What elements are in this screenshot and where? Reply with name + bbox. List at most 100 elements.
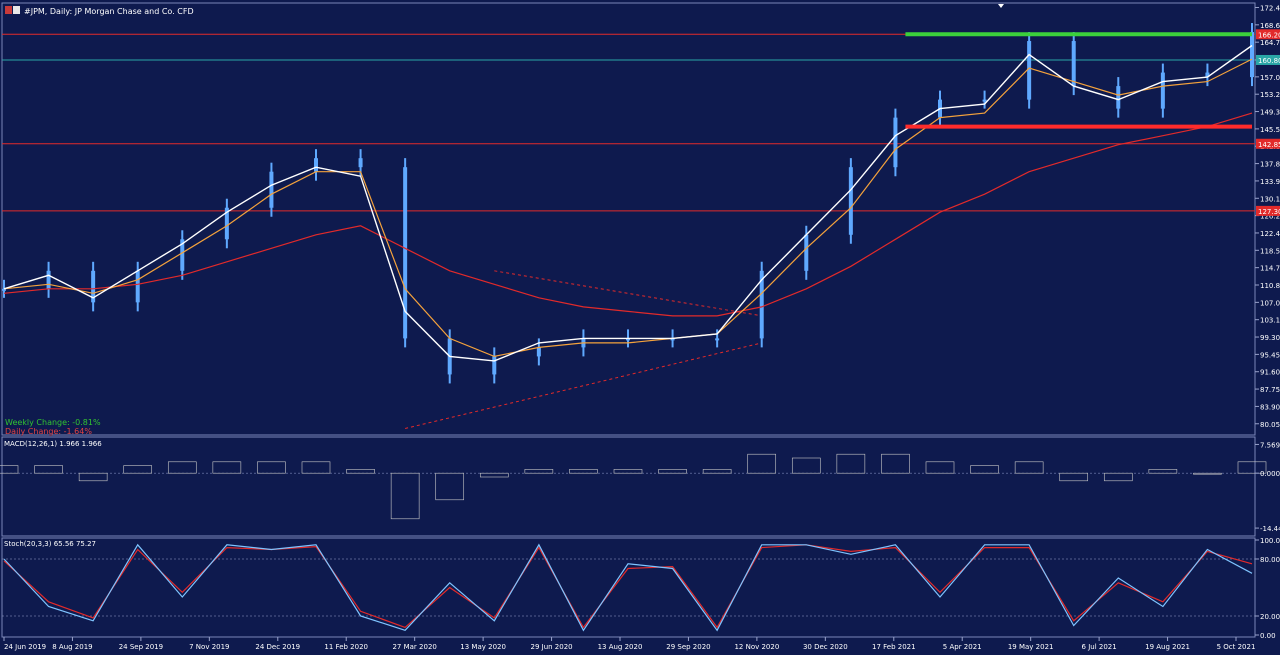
- price-y-tick-label: 164.75: [1260, 39, 1280, 47]
- price-bar-body: [224, 207, 229, 240]
- price-pane: [1, 2, 1256, 436]
- x-tick-label: 29 Sep 2020: [666, 643, 710, 651]
- price-y-tick-label: 87.75: [1260, 386, 1280, 394]
- moving-average-ma_slow: [3, 112, 1253, 317]
- price-bar-body: [804, 234, 809, 271]
- price-bar-body: [759, 270, 764, 339]
- price-bar-body: [1071, 41, 1076, 87]
- price-y-tick-label: 133.95: [1260, 178, 1280, 186]
- price-tag-2: [1256, 138, 1280, 149]
- moving-average-ma_fast: [3, 44, 1253, 362]
- x-tick-label: 11 Feb 2020: [324, 643, 368, 651]
- x-tick-label: 5 Oct 2021: [1217, 643, 1256, 651]
- macd-bar: [34, 465, 63, 474]
- macd-bar: [78, 472, 108, 482]
- macd-title: MACD(12,26,1) 1.966 1.966: [4, 440, 102, 448]
- macd-y-tick-label: 0.000: [1260, 470, 1280, 478]
- price-bar-body: [403, 167, 408, 339]
- x-tick-label: 6 Jul 2021: [1082, 643, 1117, 651]
- price-tag-1: [1256, 54, 1280, 65]
- macd-bar: [435, 472, 465, 501]
- price-y-tick-label: 91.60: [1260, 369, 1280, 377]
- macd-bar: [791, 457, 821, 474]
- x-tick-label: 8 Aug 2019: [52, 643, 92, 651]
- price-y-tick-label: 122.40: [1260, 230, 1280, 238]
- price-y-tick-label: 137.80: [1260, 161, 1280, 169]
- x-tick-label: 13 May 2020: [460, 643, 506, 651]
- price-y-tick-label: 172.45: [1260, 4, 1280, 12]
- macd-bar: [524, 469, 554, 474]
- price-y-tick-label: 126.25: [1260, 213, 1280, 221]
- price-tag-label: 160.80: [1258, 57, 1280, 65]
- price-y-tick-label: 168.60: [1260, 22, 1280, 30]
- price-bar-body: [670, 338, 675, 341]
- macd-bar: [346, 469, 375, 474]
- price-bar-body: [626, 338, 630, 341]
- shift-marker-icon[interactable]: [998, 4, 1004, 8]
- price-tag-label: 127.30: [1258, 208, 1280, 216]
- flag-icon-part: [13, 6, 20, 14]
- macd-bar: [1103, 472, 1133, 482]
- price-y-tick-label: 153.20: [1260, 91, 1280, 99]
- macd-y-tick-label: 7.569: [1260, 441, 1280, 449]
- x-tick-label: 24 Jun 2019: [4, 643, 46, 651]
- price-tag-label: 142.85: [1258, 141, 1280, 149]
- macd-bar: [301, 461, 331, 474]
- x-tick-label: 24 Sep 2019: [119, 643, 163, 651]
- macd-bar: [1014, 461, 1044, 474]
- macd-bar: [613, 469, 643, 474]
- x-tick-label: 19 Aug 2021: [1145, 643, 1190, 651]
- price-bar-body: [536, 347, 541, 357]
- macd-pane: [1, 436, 1256, 537]
- moving-average-ma_mid: [3, 58, 1253, 358]
- macd-bar: [212, 461, 242, 474]
- price-bar-body: [314, 158, 318, 172]
- price-bar-body: [135, 270, 140, 303]
- macd-bar: [390, 472, 420, 520]
- price-tag-0: [1256, 29, 1280, 40]
- price-y-tick-label: 130.10: [1260, 195, 1280, 203]
- macd-bar: [1059, 472, 1089, 482]
- price-y-tick-label: 145.50: [1260, 126, 1280, 134]
- macd-bar: [257, 461, 286, 474]
- price-y-tick-label: 107.00: [1260, 299, 1280, 307]
- macd-bar: [123, 465, 153, 474]
- x-tick-label: 19 May 2021: [1008, 643, 1054, 651]
- price-bar-body: [358, 158, 363, 168]
- price-tag-3: [1256, 205, 1280, 216]
- stoch-y-tick-label: 20.00: [1260, 613, 1280, 621]
- x-tick-label: 5 Apr 2021: [943, 643, 982, 651]
- stoch-title: Stoch(20,3,3) 65.56 75.27: [4, 540, 96, 548]
- price-bar-body: [2, 288, 6, 291]
- x-tick-label: 29 Jun 2020: [531, 643, 573, 651]
- daily-change-label: Daily Change: -1.64%: [5, 427, 92, 436]
- price-bar-body: [1205, 72, 1210, 78]
- price-bar-body: [46, 270, 51, 289]
- price-bar-body: [893, 117, 898, 168]
- price-y-tick-label: 149.35: [1260, 109, 1280, 117]
- macd-bar: [1237, 461, 1267, 474]
- window-title: #JPM, Daily: JP Morgan Chase and Co. CFD: [5, 6, 194, 16]
- macd-bar: [479, 472, 509, 478]
- macd-bar: [747, 453, 777, 474]
- price-y-tick-label: 99.30: [1260, 334, 1280, 342]
- price-bar-body: [1160, 72, 1165, 109]
- price-bar-body: [848, 167, 853, 235]
- macd-bar: [167, 461, 197, 474]
- macd-bar: [881, 453, 910, 474]
- price-y-tick-label: 83.90: [1260, 403, 1280, 411]
- price-bar-body: [982, 99, 987, 102]
- x-tick-label: 7 Nov 2019: [189, 643, 229, 651]
- trend-line-0: [405, 342, 762, 429]
- macd-bar: [836, 453, 866, 474]
- x-tick-label: 13 Aug 2020: [598, 643, 643, 651]
- x-tick-label: 24 Dec 2019: [255, 643, 300, 651]
- macd-bar: [925, 461, 955, 474]
- price-y-tick-label: 157.05: [1260, 74, 1280, 82]
- macd-bar: [702, 469, 732, 474]
- price-bar-body: [1116, 86, 1121, 109]
- x-tick-label: 17 Feb 2021: [872, 643, 916, 651]
